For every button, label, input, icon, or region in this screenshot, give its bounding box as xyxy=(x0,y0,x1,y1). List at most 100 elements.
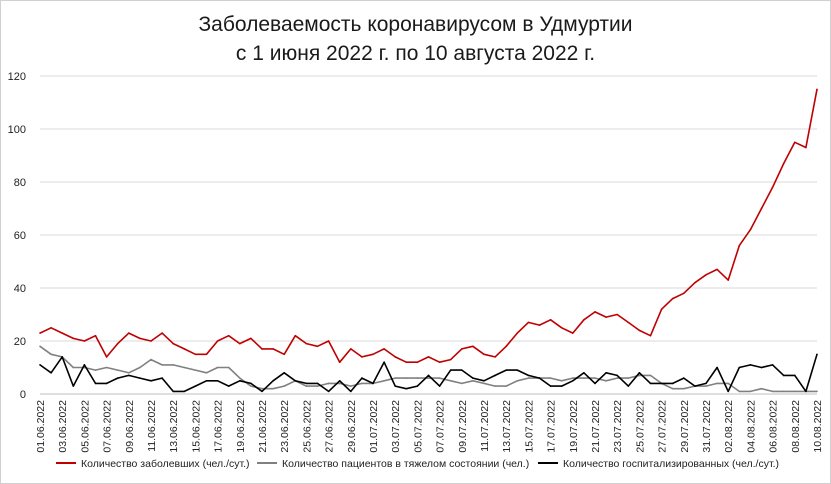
data-point xyxy=(816,88,818,91)
data-point xyxy=(327,340,330,342)
data-point xyxy=(583,377,585,379)
data-point xyxy=(760,207,763,210)
data-point xyxy=(205,372,208,374)
data-point xyxy=(39,364,41,366)
data-point xyxy=(150,379,152,382)
data-point xyxy=(560,379,563,382)
data-point xyxy=(116,342,119,345)
data-point xyxy=(350,348,352,350)
data-point xyxy=(316,385,319,387)
data-point xyxy=(39,332,41,334)
data-point xyxy=(405,377,408,379)
x-tick-label: 27.07.2022 xyxy=(657,400,669,453)
data-point xyxy=(50,353,52,356)
data-point xyxy=(305,385,308,387)
data-point xyxy=(361,356,363,358)
data-point xyxy=(227,366,230,369)
data-point xyxy=(538,324,541,326)
data-point xyxy=(616,377,618,379)
data-point xyxy=(505,385,508,387)
data-point xyxy=(94,334,97,337)
data-point xyxy=(261,390,263,393)
data-point xyxy=(671,387,674,390)
data-point xyxy=(671,297,674,300)
data-point xyxy=(338,361,341,364)
x-tick-label: 29.07.2022 xyxy=(679,400,691,453)
data-point xyxy=(272,348,274,350)
data-point xyxy=(294,379,297,382)
x-tick-label: 13.07.2022 xyxy=(501,400,513,453)
data-point xyxy=(427,374,430,377)
data-point xyxy=(438,361,441,364)
legend-label-1: Количество заболевших (чел./сут.) xyxy=(81,458,250,470)
data-point xyxy=(605,372,607,374)
data-point xyxy=(805,390,807,393)
data-point xyxy=(438,377,441,379)
data-point xyxy=(416,377,419,379)
data-point xyxy=(727,382,729,385)
data-point xyxy=(272,379,274,382)
y-tick-label: 20 xyxy=(14,336,26,348)
legend: Количество заболевших (чел./сут.) Количес… xyxy=(56,458,779,470)
data-point xyxy=(794,374,796,377)
series-lines xyxy=(39,88,818,393)
data-point xyxy=(549,377,552,379)
data-point xyxy=(461,382,463,385)
data-point xyxy=(327,382,330,385)
data-point xyxy=(683,387,685,390)
data-point xyxy=(128,372,130,374)
data-point xyxy=(161,364,163,366)
data-point xyxy=(261,387,263,390)
data-point xyxy=(283,353,286,356)
data-point xyxy=(350,390,352,393)
data-point xyxy=(83,340,86,342)
x-tick-label: 13.06.2022 xyxy=(168,400,180,453)
data-point xyxy=(572,332,574,334)
data-point xyxy=(660,308,663,311)
data-point xyxy=(538,377,541,379)
data-point xyxy=(105,356,108,358)
data-point xyxy=(183,348,186,350)
data-point xyxy=(250,382,252,385)
legend-label-3: Количество госпитализированных (чел./сут… xyxy=(563,458,779,470)
data-point xyxy=(272,387,274,390)
data-point xyxy=(116,369,119,371)
data-point xyxy=(505,369,508,371)
data-point xyxy=(671,382,674,385)
data-point xyxy=(227,334,230,337)
data-point xyxy=(94,382,97,385)
series-line-1 xyxy=(39,89,818,364)
y-tick-label: 40 xyxy=(14,283,26,295)
data-point xyxy=(216,340,219,342)
data-point xyxy=(716,366,718,369)
data-point xyxy=(427,356,430,358)
data-point xyxy=(794,141,796,144)
data-point xyxy=(527,374,530,377)
data-point xyxy=(416,385,419,387)
gridlines xyxy=(40,75,817,395)
data-point xyxy=(527,321,530,324)
data-point xyxy=(383,348,385,350)
data-point xyxy=(139,377,141,379)
data-point xyxy=(250,337,252,340)
data-point xyxy=(449,379,452,382)
data-point xyxy=(72,337,75,340)
data-point xyxy=(638,374,641,377)
data-point xyxy=(616,313,618,316)
data-point xyxy=(694,281,696,284)
data-point xyxy=(250,385,252,387)
data-point xyxy=(72,366,75,369)
data-point xyxy=(638,372,641,374)
x-tick-label: 25.06.2022 xyxy=(301,400,313,453)
chart-title: Заболеваемость коронавирусом в Удмуртии xyxy=(198,13,633,36)
x-tick-label: 19.07.2022 xyxy=(568,400,580,453)
y-axis-ticks: 0 20 40 60 80 100 120 xyxy=(8,71,26,401)
data-point xyxy=(205,353,208,356)
data-point xyxy=(605,316,607,318)
x-tick-label: 08.08.2022 xyxy=(790,400,802,453)
data-point xyxy=(749,390,752,393)
x-tick-label: 23.07.2022 xyxy=(612,400,624,453)
data-point xyxy=(50,326,52,329)
data-point xyxy=(594,382,596,385)
data-point xyxy=(105,366,108,369)
